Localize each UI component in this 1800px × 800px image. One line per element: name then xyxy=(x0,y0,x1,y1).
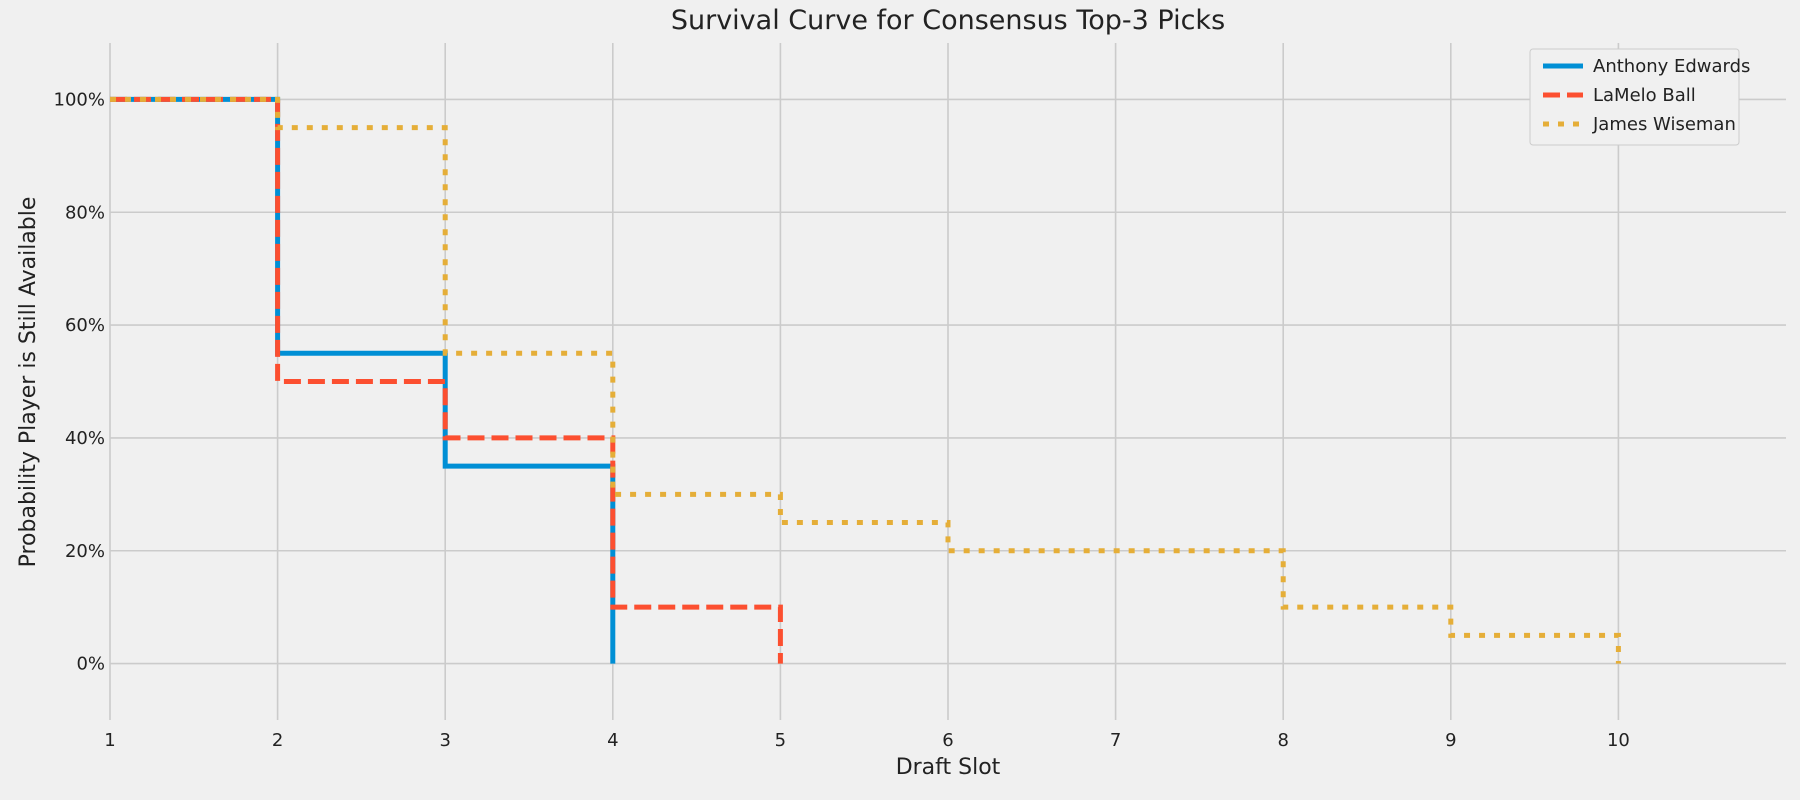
y-tick-label: 0% xyxy=(76,654,105,675)
y-tick-label: 80% xyxy=(65,202,105,223)
x-tick-label: 8 xyxy=(1277,730,1288,751)
legend-label: LaMelo Ball xyxy=(1593,85,1696,106)
series-layer xyxy=(110,96,1621,664)
chart-title: Survival Curve for Consensus Top-3 Picks xyxy=(671,5,1225,36)
tick-label-layer: 1 2 3 4 5 6 7 8 9 100%20%40%60%80%100% xyxy=(54,89,1630,751)
y-tick-label: 40% xyxy=(65,428,105,449)
legend-box xyxy=(1529,48,1740,146)
legend-label: Anthony Edwards xyxy=(1593,56,1750,77)
x-tick-label: 2 xyxy=(272,730,283,751)
legend-label: James Wiseman xyxy=(1592,114,1736,135)
x-tick-label: 6 xyxy=(942,730,953,751)
x-tick-label: 10 xyxy=(1607,730,1630,751)
x-tick-label: 7 xyxy=(1110,730,1121,751)
legend: Anthony Edwards LaMelo Ball James Wiseman xyxy=(1529,48,1750,146)
grid-layer xyxy=(109,43,1786,720)
x-tick-label: 9 xyxy=(1445,730,1456,751)
x-tick-label: 3 xyxy=(439,730,450,751)
x-tick-label: 1 xyxy=(104,730,115,751)
y-tick-label: 60% xyxy=(65,315,105,336)
y-axis-title: Probability Player is Still Available xyxy=(16,197,41,568)
y-tick-label: 100% xyxy=(54,89,105,110)
x-tick-label: 4 xyxy=(607,730,618,751)
y-tick-label: 20% xyxy=(65,541,105,562)
series-line-lamelo-ball xyxy=(110,96,783,664)
x-tick-label: 5 xyxy=(775,730,786,751)
x-axis-title: Draft Slot xyxy=(896,755,1001,780)
